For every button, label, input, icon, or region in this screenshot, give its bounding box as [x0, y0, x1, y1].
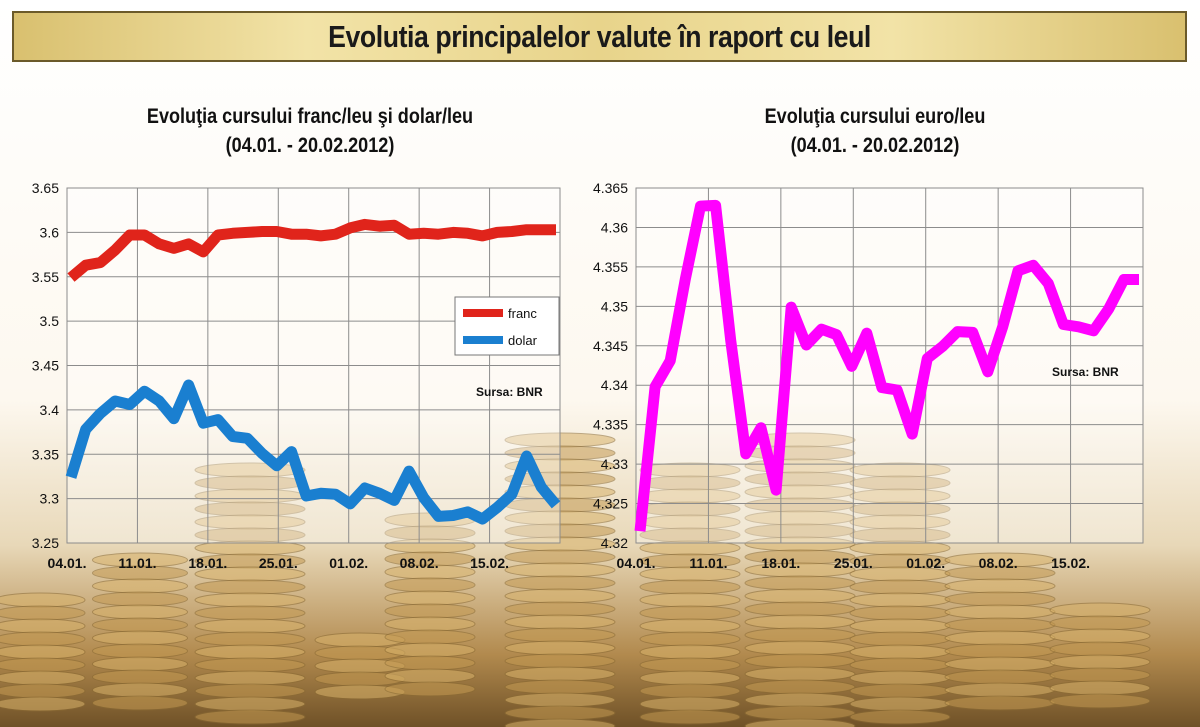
chart-2-title: Evoluţia cursului euro/leu (04.01. - 20.… [634, 102, 1116, 160]
y-tick-label: 4.365 [593, 180, 628, 196]
x-tick-label: 18.01. [761, 555, 800, 571]
chart-2-title-line1: Evoluţia cursului euro/leu [764, 105, 986, 128]
coin-shape [0, 696, 86, 712]
legend-dolar-label: dolar [508, 333, 538, 348]
y-tick-label: 4.345 [593, 338, 628, 354]
y-tick-label: 4.32 [601, 535, 628, 551]
coin-shape [744, 718, 856, 727]
chart-1-title-line1: Evoluţia cursului franc/leu şi dolar/leu [146, 105, 474, 128]
coin-shape [194, 709, 306, 725]
x-tick-label: 01.02. [906, 555, 945, 571]
chart-euro: 4.32 4.325 4.33 4.335 4.34 4.345 4.35 4.355 4.36… [593, 180, 1144, 571]
chart-1-source: Sursa: BNR [476, 385, 543, 399]
x-tick-label: 01.02. [329, 555, 368, 571]
x-tick-label: 11.01. [118, 555, 156, 571]
legend-dolar-swatch [463, 336, 503, 344]
coin-shape [1049, 693, 1151, 709]
y-tick-label: 4.355 [593, 259, 628, 275]
x-tick-label: 11.01. [689, 555, 727, 571]
y-tick-label: 3.6 [40, 224, 60, 240]
x-tick-label: 04.01. [48, 555, 87, 571]
y-tick-label: 3.65 [32, 180, 59, 196]
y-tick-label: 4.325 [593, 496, 628, 512]
y-tick-label: 4.36 [601, 219, 628, 235]
x-tick-label: 08.02. [400, 555, 439, 571]
chart-franc-dolar: 3.25 3.3 3.35 3.4 3.45 3.5 3.55 3.6 3.65 04.01. 1… [32, 180, 561, 571]
coin-shape [849, 709, 951, 725]
y-tick-label: 3.55 [32, 269, 59, 285]
x-tick-label: 25.01. [834, 555, 873, 571]
legend-franc-swatch [463, 309, 503, 317]
page-title: Evolutia principalelor valute în raport … [328, 18, 871, 54]
y-tick-label: 3.5 [40, 313, 60, 329]
series-line-dolar [65, 379, 561, 525]
title-banner: Evolutia principalelor valute în raport … [12, 11, 1187, 62]
y-tick-label: 3.3 [40, 491, 60, 507]
chart-2-x-axis: 04.01. 11.01. 18.01. 25.01. 01.02. 08.02. 15.0… [617, 555, 1091, 571]
y-tick-label: 4.335 [593, 417, 628, 433]
chart-1-series [65, 218, 561, 525]
chart-1-title-line2: (04.01. - 20.02.2012) [225, 134, 395, 157]
x-tick-label: 15.02. [1051, 555, 1090, 571]
chart-2-source: Sursa: BNR [1052, 365, 1119, 379]
y-tick-label: 3.25 [32, 535, 59, 551]
coin-shape [384, 681, 476, 697]
y-tick-label: 4.34 [601, 377, 628, 393]
chart-1-y-axis: 3.25 3.3 3.35 3.4 3.45 3.5 3.55 3.6 3.65 [32, 180, 59, 551]
x-tick-label: 04.01. [617, 555, 656, 571]
chart-1-title: Evoluţia cursului franc/leu şi dolar/leu… [78, 102, 542, 160]
coin-shape [504, 718, 616, 727]
legend-box [454, 296, 560, 356]
coin-shape [639, 709, 741, 725]
y-tick-label: 3.4 [40, 402, 60, 418]
y-tick-label: 4.35 [601, 298, 628, 314]
x-tick-label: 08.02. [979, 555, 1018, 571]
chart-2-title-line2: (04.01. - 20.02.2012) [790, 134, 960, 157]
chart-1-legend: franc dolar [454, 296, 560, 356]
chart-1-gridlines [66, 187, 561, 544]
chart-2-y-axis: 4.32 4.325 4.33 4.335 4.34 4.345 4.35 4.355 4.36… [593, 180, 628, 551]
chart-1-x-axis: 04.01. 11.01. 18.01. 25.01. 01.02. 08.02. 15.0… [48, 555, 510, 571]
series-line-franc [67, 218, 556, 282]
y-tick-label: 3.35 [32, 446, 59, 462]
x-tick-label: 15.02. [470, 555, 509, 571]
series-line-euro [634, 199, 1139, 532]
coin-shape [92, 695, 188, 711]
x-tick-label: 18.01. [188, 555, 227, 571]
x-tick-label: 25.01. [259, 555, 298, 571]
y-tick-label: 3.45 [32, 358, 59, 374]
legend-franc-label: franc [508, 306, 537, 321]
chart-2-series [634, 199, 1139, 532]
y-tick-label: 4.33 [601, 456, 628, 472]
